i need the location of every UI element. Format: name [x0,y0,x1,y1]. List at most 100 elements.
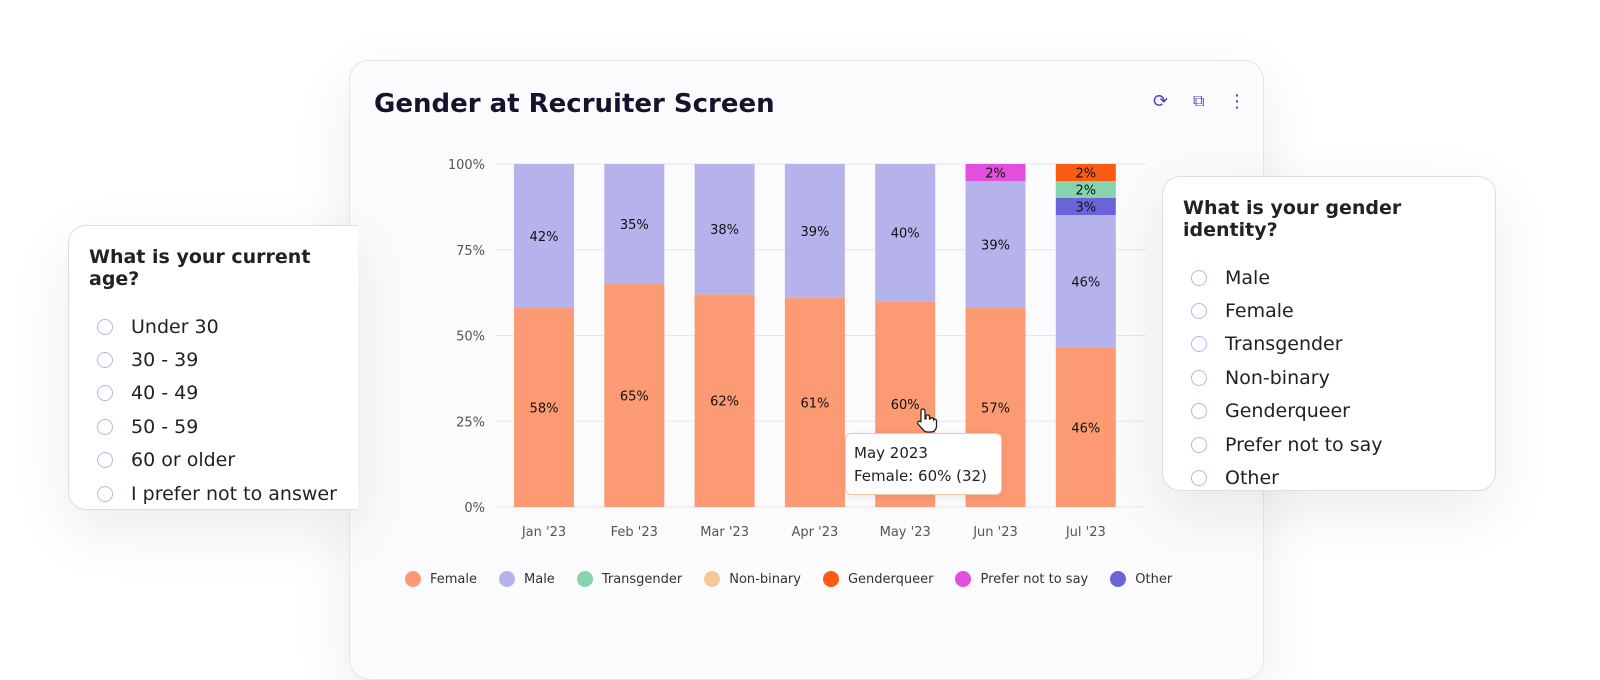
bar-segment-female[interactable] [694,294,755,507]
y-tick-label: 100% [448,158,485,173]
legend-item[interactable]: Genderqueer [822,571,934,587]
data-label: 61% [800,396,829,411]
bar-segment-male[interactable] [694,164,755,295]
radio-button[interactable] [1191,303,1207,320]
legend-label: Other [1135,571,1173,587]
radio-option[interactable]: Prefer not to say [1163,428,1495,461]
radio-option[interactable]: Other [1163,461,1495,494]
radio-button[interactable] [1191,470,1207,487]
bar-segment-genderqueer[interactable] [1055,164,1116,181]
option-label: 60 or older [131,449,236,472]
bar-segment-female[interactable] [514,308,574,507]
radio-button[interactable] [97,385,113,402]
bar-segment-male[interactable] [965,181,1026,308]
legend-swatch [1110,571,1127,587]
option-label: 50 - 59 [131,415,199,438]
data-label: 2% [985,167,1006,182]
data-label: 57% [981,401,1010,416]
legend-label: Male [524,571,555,587]
data-label: 58% [530,402,559,417]
external-link-icon[interactable]: ⧉ [1193,91,1205,110]
bar-segment-transgender[interactable] [1055,181,1116,198]
legend-swatch [704,571,721,587]
stacked-bar-chart: 0% 25% 50% 75% 100% 58% 42% Jan '23 65% 35% Feb '2… [448,158,1146,540]
radio-button[interactable] [97,452,113,469]
bar-segment-female[interactable] [1055,347,1116,507]
x-tick-label: Feb '23 [611,525,658,540]
bar-segment-female[interactable] [604,284,665,507]
data-label: 2% [1075,184,1096,199]
radio-option[interactable]: 30 - 39 [69,343,358,376]
chart-card: Gender at Recruiter Screen ⟳ ⧉ ⋮ 0% 25% 50… [349,60,1264,680]
option-label: Under 30 [131,315,219,338]
radio-button[interactable] [97,352,113,369]
radio-button[interactable] [97,485,113,502]
tooltip-title: May 2023 [854,444,928,462]
legend-item[interactable]: Transgender [576,571,683,587]
bar-segment-male[interactable] [1055,215,1116,348]
option-label: Female [1225,300,1294,323]
radio-option[interactable]: Genderqueer [1163,395,1495,428]
legend-label: Female [430,571,478,587]
option-label: Genderqueer [1225,400,1350,423]
radio-button[interactable] [1191,403,1207,420]
data-label: 60% [891,398,920,413]
refresh-icon[interactable]: ⟳ [1153,91,1169,112]
bar-segment-other[interactable] [1055,198,1116,215]
data-label: 3% [1075,201,1096,216]
legend-swatch [405,571,421,587]
gender-question-title: What is your gender identity? [1183,197,1402,241]
radio-option[interactable]: 60 or older [69,444,358,477]
x-tick-label: Mar '23 [700,525,749,540]
radio-option[interactable]: Female [1163,294,1495,327]
radio-option[interactable]: Under 30 [69,310,358,343]
bar-segment-prefer-not-to-say[interactable] [965,164,1026,181]
age-question-title: What is your current age? [89,246,311,290]
radio-option[interactable]: Male [1163,261,1495,294]
x-tick-label: Jun '23 [972,525,1018,540]
radio-button[interactable] [1191,436,1207,453]
data-label: 39% [800,225,829,240]
data-label: 42% [530,230,559,245]
legend-item[interactable]: Female [405,571,477,587]
legend-label: Transgender [601,571,683,587]
option-label: Prefer not to say [1225,433,1383,456]
radio-button[interactable] [1191,369,1207,386]
more-vertical-icon[interactable]: ⋮ [1228,91,1246,112]
legend-swatch [822,571,839,587]
radio-option[interactable]: I prefer not to answer [69,477,358,510]
radio-option[interactable]: 50 - 59 [69,410,358,443]
bar-segment-female[interactable] [784,297,845,507]
option-label: Male [1225,266,1271,289]
radio-button[interactable] [1191,269,1207,286]
radio-button[interactable] [97,418,113,435]
legend-swatch [576,571,593,587]
bar-segment-male[interactable] [875,164,936,302]
legend-swatch [499,571,516,587]
radio-option[interactable]: Transgender [1163,328,1495,361]
data-label: 38% [710,223,739,238]
legend-label: Genderqueer [847,571,934,587]
data-label: 2% [1075,167,1096,182]
legend: Female Male Transgender Non-binary Genderque… [405,571,1172,587]
tooltip-value: Female: 60% (32) [854,467,987,485]
legend-item[interactable]: Prefer not to say [955,571,1088,587]
option-label: 30 - 39 [131,349,199,372]
bar-segment-male[interactable] [784,164,845,298]
legend-swatch [955,571,972,587]
y-tick-label: 75% [456,244,485,259]
legend-item[interactable]: Male [499,571,555,587]
legend-item[interactable]: Non-binary [704,571,801,587]
data-label: 40% [891,227,920,242]
legend-item[interactable]: Other [1110,571,1172,587]
radio-option[interactable]: 40 - 49 [69,377,358,410]
data-label: 39% [981,238,1010,253]
radio-button[interactable] [1191,336,1207,353]
x-tick-label: Jul '23 [1065,525,1106,540]
option-label: Non-binary [1225,366,1330,389]
radio-option[interactable]: Non-binary [1163,361,1495,394]
bar-segment-male[interactable] [514,164,574,309]
radio-button[interactable] [97,318,113,335]
data-label: 65% [620,390,649,405]
bar-segment-male[interactable] [604,164,665,285]
